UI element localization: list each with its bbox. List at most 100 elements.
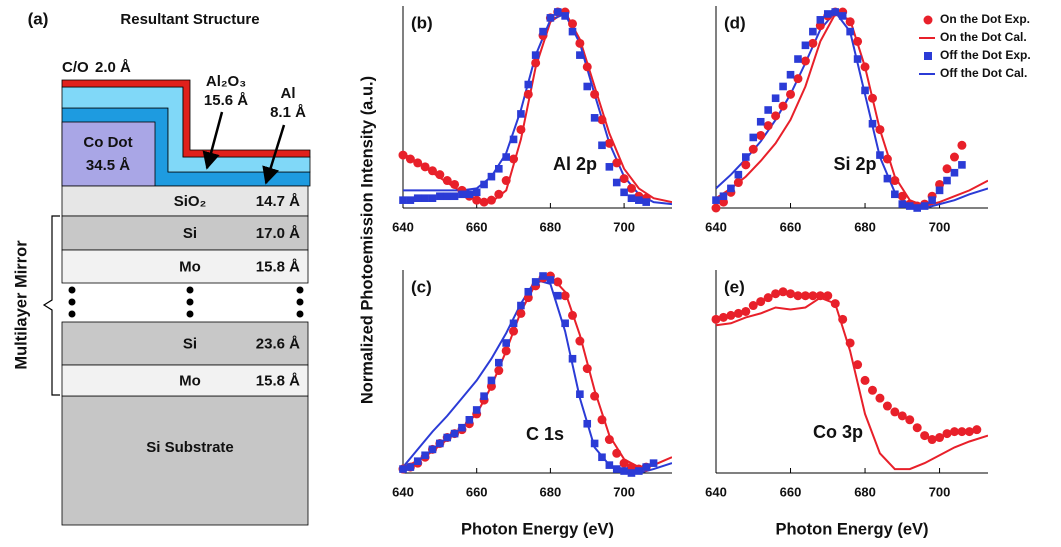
exp-point: [846, 27, 854, 36]
exp-point: [897, 411, 907, 421]
exp-point: [546, 14, 555, 22]
exp-point: [531, 58, 541, 68]
x-tick-label: 700: [613, 219, 635, 234]
exp-point: [560, 291, 570, 301]
exp-point: [561, 12, 569, 20]
legend-label: Off the Dot Exp.: [940, 48, 1031, 62]
x-tick-label: 680: [540, 219, 562, 234]
exp-point: [935, 433, 945, 443]
exp-point: [509, 326, 519, 336]
layer-material: Si: [183, 335, 197, 352]
oxide-thickness: 15.6 Å: [204, 92, 248, 109]
metal-label: Al: [281, 85, 296, 102]
exp-point: [779, 82, 787, 91]
exp-point: [553, 8, 562, 16]
exp-point: [509, 135, 518, 144]
y-axis-label: Normalized Photoemission Intensity (a.u.…: [358, 76, 376, 404]
x-tick-label: 640: [705, 484, 727, 499]
exp-point: [771, 94, 780, 103]
exp-point: [398, 150, 408, 160]
exp-point: [604, 435, 614, 445]
exp-point: [816, 16, 825, 24]
exp-point: [949, 427, 959, 437]
exp-point: [612, 178, 621, 187]
exp-point: [801, 41, 810, 50]
exp-point: [509, 154, 519, 164]
layer-material: Mo: [179, 372, 201, 389]
annotation: Co 3p: [813, 422, 863, 442]
exp-point: [472, 406, 481, 414]
exp-point: [950, 168, 959, 177]
exp-point: [809, 27, 817, 36]
exp-point: [876, 151, 884, 159]
exp-point: [860, 375, 870, 385]
exp-point: [568, 19, 578, 29]
exp-point: [539, 272, 547, 280]
panel-label: (d): [724, 13, 746, 32]
exp-point: [413, 457, 422, 465]
annotation: Si 2p: [833, 154, 876, 174]
exp-point: [964, 427, 974, 437]
exp-point: [516, 308, 526, 318]
exp-point: [590, 391, 600, 401]
exp-point: [582, 364, 592, 374]
exp-point: [619, 458, 629, 468]
exp-point: [575, 38, 585, 48]
exp-point: [905, 415, 915, 425]
exp-point: [553, 277, 563, 287]
exp-point: [627, 469, 636, 477]
exp-point: [524, 287, 533, 296]
legend-label: On the Dot Cal.: [940, 30, 1027, 44]
exp-point: [458, 190, 466, 199]
exp-point: [487, 172, 496, 181]
exp-point: [450, 429, 459, 438]
exp-point: [597, 115, 607, 125]
exp-point: [479, 197, 489, 207]
exp-point: [516, 125, 526, 135]
exp-point: [458, 423, 466, 432]
arrow: [262, 124, 286, 185]
exp-point: [501, 346, 511, 356]
cap-thickness: 2.0 Å: [95, 59, 131, 76]
layer-material: SiO₂: [174, 193, 207, 210]
exp-point: [913, 204, 922, 212]
exp-point: [568, 27, 577, 36]
exp-point: [428, 194, 437, 202]
exp-point: [823, 10, 832, 18]
x-tick-label: 640: [392, 484, 414, 499]
exp-point: [972, 425, 982, 435]
exp-point: [800, 56, 810, 66]
oxide-label: Al₂O₃: [206, 73, 246, 90]
exp-point: [435, 170, 445, 180]
exp-point: [583, 82, 592, 91]
exp-point: [517, 301, 525, 310]
exp-point: [845, 17, 855, 27]
exp-point: [778, 101, 788, 111]
exp-point: [399, 465, 407, 473]
x-tick-label: 640: [392, 219, 414, 234]
exp-point: [756, 117, 765, 126]
exp-point: [756, 297, 766, 307]
layer-material: Si: [183, 225, 197, 242]
exp-point: [786, 289, 796, 299]
bracket: [42, 215, 60, 396]
exp-point: [942, 429, 952, 439]
exp-point: [763, 121, 773, 131]
diagram-title: Resultant Structure: [120, 11, 259, 28]
exp-point: [845, 338, 855, 348]
exp-point: [421, 194, 429, 202]
structure-diagram: (a) Resultant Structure Co Dot 34.5 Å C/…: [12, 9, 311, 526]
x-tick-label: 680: [854, 484, 876, 499]
x-tick-label: 680: [854, 219, 876, 234]
exp-point: [793, 291, 803, 301]
exp-point: [465, 190, 474, 199]
exp-point: [786, 89, 796, 99]
layer: [61, 249, 309, 284]
cap-label: C/O: [62, 59, 89, 76]
exp-point: [726, 310, 736, 320]
side-label: Multilayer Mirror: [12, 240, 30, 370]
exp-point: [875, 125, 885, 135]
arrow: [202, 111, 224, 170]
exp-point: [741, 306, 751, 316]
panel-label: (c): [411, 277, 432, 296]
